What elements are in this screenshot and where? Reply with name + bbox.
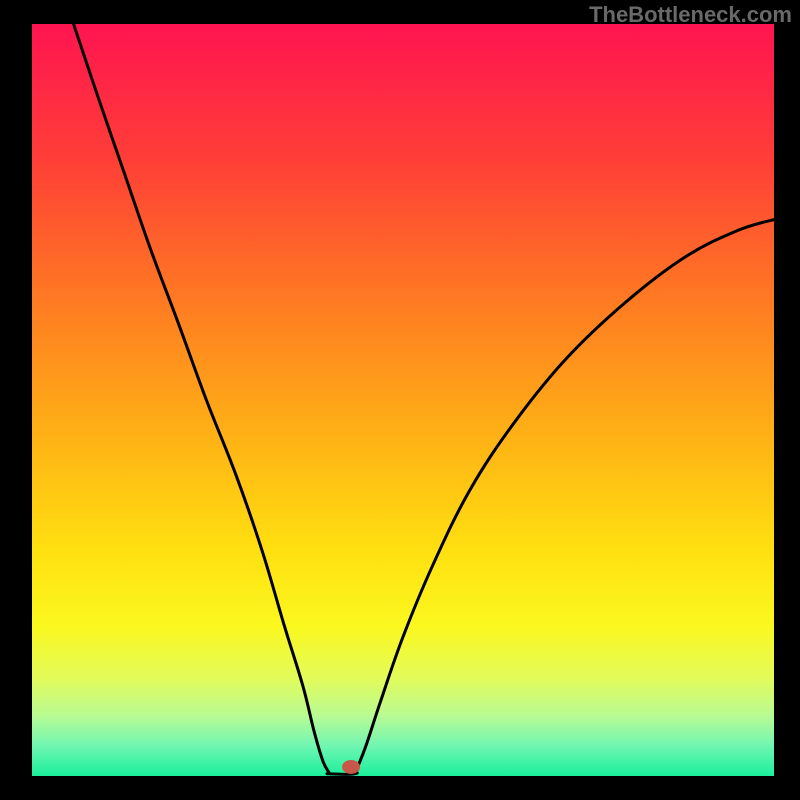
chart-svg: [0, 0, 800, 800]
bottleneck-chart: TheBottleneck.com: [0, 0, 800, 800]
watermark-text: TheBottleneck.com: [589, 2, 792, 28]
